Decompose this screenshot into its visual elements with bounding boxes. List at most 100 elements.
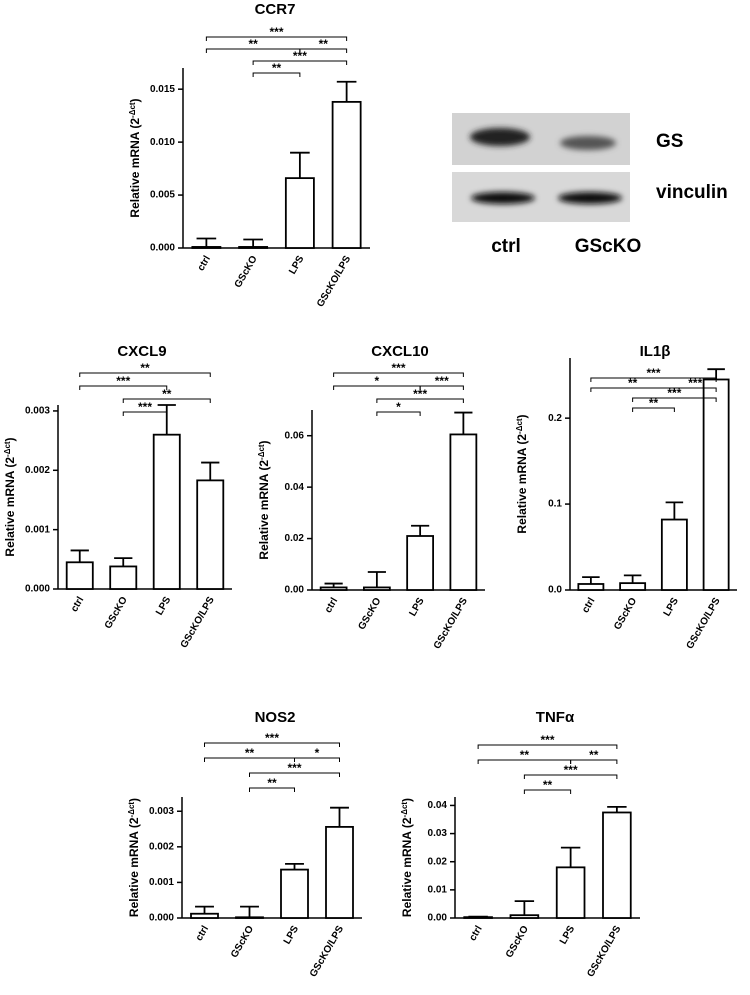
x-tick-label: LPS (407, 596, 426, 619)
significance-bracket (252, 72, 301, 77)
significance-label: *** (646, 366, 660, 380)
bar (190, 912, 219, 919)
significance-label: *** (138, 400, 152, 414)
blot-band-label: vinculin (656, 182, 728, 203)
significance-label: ** (319, 37, 329, 51)
chart-panel: TNFα Relative mRNA (2-Δct) 0.00 0.01 0.02 0.0… (400, 709, 640, 979)
y-axis-label-close: ) (515, 414, 529, 418)
significance-label: *** (413, 387, 427, 401)
y-tick-label: 0.001 (149, 877, 174, 888)
y-axis-label-close: ) (400, 798, 414, 802)
significance-label: * (396, 400, 401, 414)
blot-band (560, 136, 616, 150)
y-axis-label: Relative mRNA (2-Δct) (128, 98, 143, 217)
bar (65, 561, 94, 590)
y-axis-label-sup: -Δct (128, 102, 137, 118)
y-axis-label-close: ) (127, 798, 141, 802)
significance-label: *** (287, 761, 301, 775)
y-tick-label: 0.005 (150, 190, 175, 201)
bar (362, 586, 391, 591)
chart-title: NOS2 (255, 709, 296, 726)
significance-bracket (477, 744, 618, 749)
bar (284, 177, 315, 249)
significance-label: *** (435, 374, 449, 388)
y-tick-label: 0.00 (428, 913, 448, 924)
x-tick-label: GScKO/LPS (179, 595, 217, 650)
bar (619, 582, 647, 591)
y-tick-label: 0.02 (428, 856, 448, 867)
significance-bracket (294, 757, 340, 762)
y-axis-label: Relative mRNA (2-Δct) (515, 414, 530, 533)
x-tick-label: LPS (154, 595, 173, 618)
significance-label: ** (628, 376, 638, 390)
x-tick-label: GScKO/LPS (315, 254, 353, 309)
bar (660, 518, 688, 591)
significance-label: *** (391, 361, 405, 375)
significance-label: *** (688, 376, 702, 390)
significance-label: *** (540, 733, 554, 747)
significance-label: ** (649, 396, 659, 410)
significance-bracket (204, 742, 340, 747)
significance-label: ** (272, 61, 282, 75)
y-axis-label-close: ) (257, 440, 271, 444)
significance-bracket (122, 398, 211, 403)
x-tick-label: ctrl (323, 596, 340, 615)
x-tick-label: GScKO/LPS (585, 924, 623, 979)
bar (280, 868, 309, 919)
bar (577, 583, 605, 591)
western-blot: GS vinculin ctrl GScKO (452, 113, 728, 257)
y-axis-label-close: ) (3, 437, 17, 441)
x-tick-label: GScKO (233, 254, 260, 290)
bar (555, 866, 586, 919)
x-tick-label: LPS (282, 924, 301, 947)
y-tick-label: 0.003 (25, 406, 50, 417)
x-tick-label: ctrl (467, 924, 484, 943)
y-tick-label: 0.01 (428, 885, 448, 896)
chart-panel: CXCL10 Relative mRNA (2-Δct) 0.00 0.02 0.04 0… (257, 343, 485, 651)
blot-band (558, 192, 622, 204)
significance-bracket (252, 60, 348, 65)
significance-label: *** (667, 386, 681, 400)
y-tick-label: 0.04 (285, 482, 305, 493)
blot-lane-label: GScKO (575, 236, 642, 257)
y-tick-label: 0.03 (428, 828, 448, 839)
significance-bracket (249, 787, 295, 792)
bar (406, 535, 434, 591)
significance-label: * (315, 746, 320, 760)
y-tick-label: 0.06 (285, 430, 305, 441)
y-axis-label-text: Relative mRNA (2 (515, 434, 529, 534)
significance-label: * (375, 374, 380, 388)
bar (319, 586, 348, 591)
blot-band (470, 128, 530, 146)
significance-label: ** (520, 748, 530, 762)
x-tick-label: ctrl (69, 595, 86, 614)
chart-panel: CCR7 Relative mRNA (2-Δct) 0.000 0.005 0.010… (128, 1, 370, 309)
x-tick-label: LPS (558, 924, 577, 947)
y-tick-label: 0.002 (149, 841, 174, 852)
significance-label: *** (265, 731, 279, 745)
significance-label: *** (564, 763, 578, 777)
bar (191, 246, 222, 249)
y-axis-label: Relative mRNA (2-Δct) (257, 440, 272, 559)
y-axis-label-sup: -Δct (3, 441, 12, 457)
bar (602, 811, 632, 919)
significance-label: ** (248, 37, 258, 51)
significance-bracket (122, 411, 168, 416)
bar (325, 825, 354, 919)
chart-title: CXCL10 (371, 343, 429, 360)
bar (238, 246, 269, 249)
significance-bracket (205, 36, 348, 41)
x-tick-label: GScKO (504, 924, 531, 960)
bar (109, 565, 138, 590)
x-tick-label: ctrl (580, 596, 597, 615)
blot-lane-label: ctrl (491, 236, 521, 257)
significance-bracket (523, 774, 618, 779)
x-tick-label: GScKO/LPS (432, 596, 470, 651)
significance-label: ** (140, 361, 150, 375)
significance-bracket (79, 385, 168, 390)
significance-bracket (376, 411, 421, 416)
y-axis-label-text: Relative mRNA (2 (400, 817, 414, 917)
y-tick-label: 0.015 (150, 84, 175, 95)
chart-panel: CXCL9 Relative mRNA (2-Δct) 0.000 0.001 0.00… (3, 343, 232, 650)
